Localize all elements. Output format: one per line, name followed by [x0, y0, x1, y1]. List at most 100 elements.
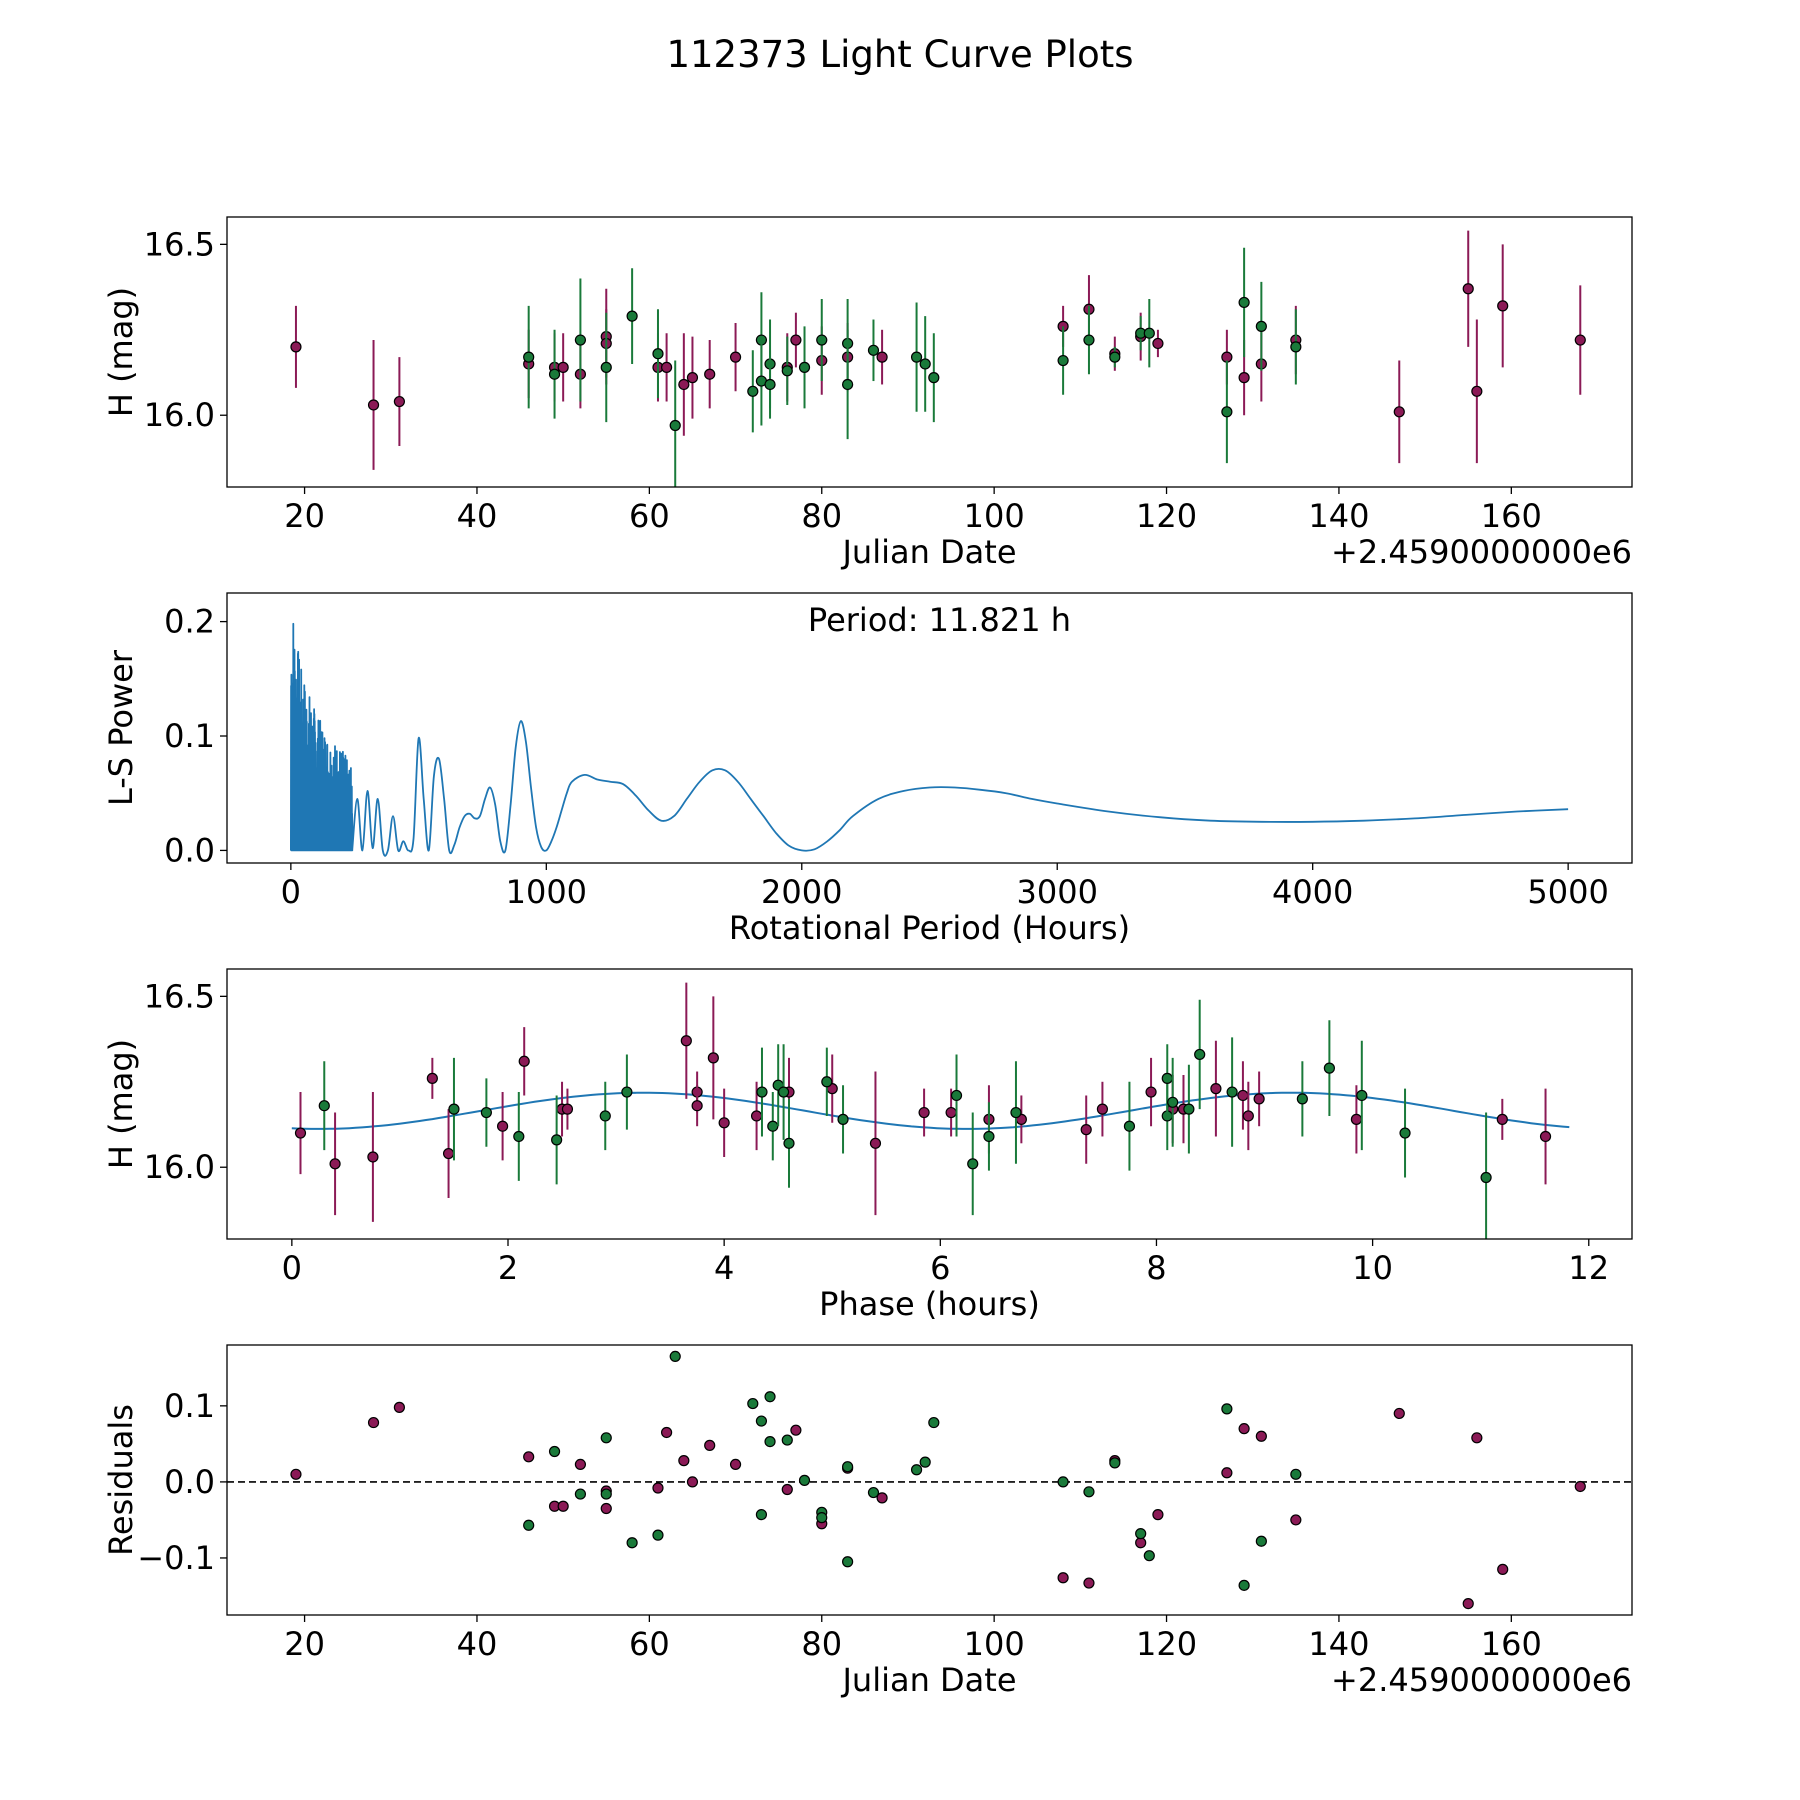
y-tick-label: 16.0: [144, 1148, 215, 1186]
point-marker: [1083, 334, 1095, 346]
green-data-point: [919, 316, 931, 412]
point-marker: [548, 368, 561, 380]
point-marker: [367, 1416, 380, 1429]
point-marker: [600, 1488, 612, 1500]
green-data-point: [781, 1434, 793, 1446]
green-data-point: [1323, 1020, 1335, 1116]
point-marker: [867, 344, 880, 356]
magenta-data-point: [704, 340, 716, 409]
point-marker: [1497, 300, 1509, 312]
green-data-point: [755, 1415, 768, 1427]
green-data-point: [755, 1509, 768, 1521]
green-data-point: [910, 302, 923, 412]
point-marker: [704, 368, 716, 380]
green-data-point: [842, 1556, 854, 1568]
point-marker: [1290, 1468, 1302, 1480]
point-marker: [867, 1486, 880, 1499]
point-marker: [678, 1455, 690, 1467]
x-tick-label: 80: [801, 497, 842, 535]
point-marker: [756, 1086, 768, 1098]
point-marker: [426, 1072, 438, 1084]
magenta-data-point: [1057, 1572, 1069, 1584]
magenta-data-point: [678, 333, 690, 436]
magenta-data-point: [1145, 1057, 1157, 1127]
green-data-point: [1135, 1528, 1147, 1540]
point-marker: [513, 1130, 525, 1143]
magenta-data-point: [1497, 244, 1509, 368]
green-data-point: [626, 268, 638, 364]
x-tick-label: 40: [457, 497, 498, 535]
residuals-ticks: 20 40 60 80 100 120 140 160 −0.1 0.0 0.1: [137, 1387, 1542, 1663]
y-tick-label: 0.0: [164, 1463, 215, 1501]
point-marker: [480, 1106, 492, 1119]
x-tick-label: 0: [281, 873, 301, 911]
x-tick-label: 100: [964, 1625, 1025, 1663]
point-marker: [1290, 1514, 1302, 1526]
y-tick-label: 16.5: [144, 225, 215, 263]
magenta-data-point: [1497, 1563, 1509, 1575]
point-marker: [1221, 1467, 1233, 1479]
lightcurve-plot-area: [290, 230, 1586, 487]
green-data-point: [523, 305, 535, 409]
green-data-point: [842, 1461, 854, 1473]
green-data-point: [1083, 305, 1095, 375]
green-data-point: [764, 1391, 776, 1403]
green-data-point: [755, 336, 768, 426]
green-data-point: [626, 1537, 638, 1549]
magenta-data-point: [1393, 1407, 1405, 1420]
point-marker: [518, 1055, 530, 1067]
point-marker: [1152, 337, 1164, 350]
green-data-point: [621, 1054, 633, 1130]
point-marker: [691, 1100, 703, 1112]
magenta-data-point: [393, 357, 405, 446]
green-data-point: [816, 1512, 828, 1524]
magenta-data-point: [729, 1458, 742, 1471]
green-data-point: [600, 312, 612, 423]
point-marker: [950, 1089, 963, 1102]
point-marker: [574, 1488, 587, 1500]
green-data-point: [772, 1044, 784, 1127]
point-marker: [1296, 1093, 1308, 1105]
periodogram-axes-frame: [226, 592, 1633, 864]
point-marker: [910, 1464, 923, 1476]
green-data-point: [1238, 1579, 1250, 1591]
point-marker: [1226, 1086, 1238, 1098]
magenta-data-point: [686, 336, 699, 419]
magenta-data-point: [393, 1401, 405, 1413]
magenta-data-point: [661, 1426, 673, 1439]
x-tick-label: 40: [457, 1625, 498, 1663]
point-marker: [1010, 1106, 1022, 1119]
green-data-point: [1238, 247, 1250, 358]
point-marker: [1161, 1072, 1173, 1084]
point-marker: [1462, 283, 1474, 295]
periodogram-xlabel: Rotational Period (Hours): [729, 909, 1130, 947]
green-data-point: [928, 333, 940, 423]
magenta-data-point: [1238, 1423, 1250, 1435]
x-tick-label: 20: [284, 1625, 325, 1663]
point-marker: [918, 1106, 930, 1119]
phased-plot-area: [291, 982, 1570, 1239]
magenta-data-point: [557, 1500, 569, 1512]
magenta-data-point: [1496, 1098, 1508, 1140]
point-marker: [783, 1137, 795, 1149]
point-marker: [661, 361, 673, 373]
green-data-point: [1255, 281, 1267, 371]
y-tick-label: 16.5: [144, 977, 215, 1015]
point-marker: [1238, 1579, 1250, 1591]
x-tick-label: 0: [282, 1249, 302, 1287]
point-marker: [1237, 1089, 1249, 1102]
green-data-point: [764, 350, 776, 419]
magenta-data-point: [523, 1451, 535, 1463]
x-tick-label: 80: [801, 1625, 842, 1663]
point-marker: [777, 1086, 790, 1098]
y-tick-label: 0.1: [164, 717, 215, 755]
lightcurve-ticks: 20 40 60 80 100 120 140 160 16.0 16.5: [144, 225, 1542, 535]
point-marker: [523, 1451, 535, 1463]
y-tick-label: 0.1: [164, 1387, 215, 1425]
point-marker: [755, 1415, 768, 1427]
green-data-point: [756, 1047, 768, 1137]
magenta-data-point: [561, 1088, 574, 1130]
point-marker: [574, 334, 587, 346]
green-data-point: [448, 1057, 460, 1161]
